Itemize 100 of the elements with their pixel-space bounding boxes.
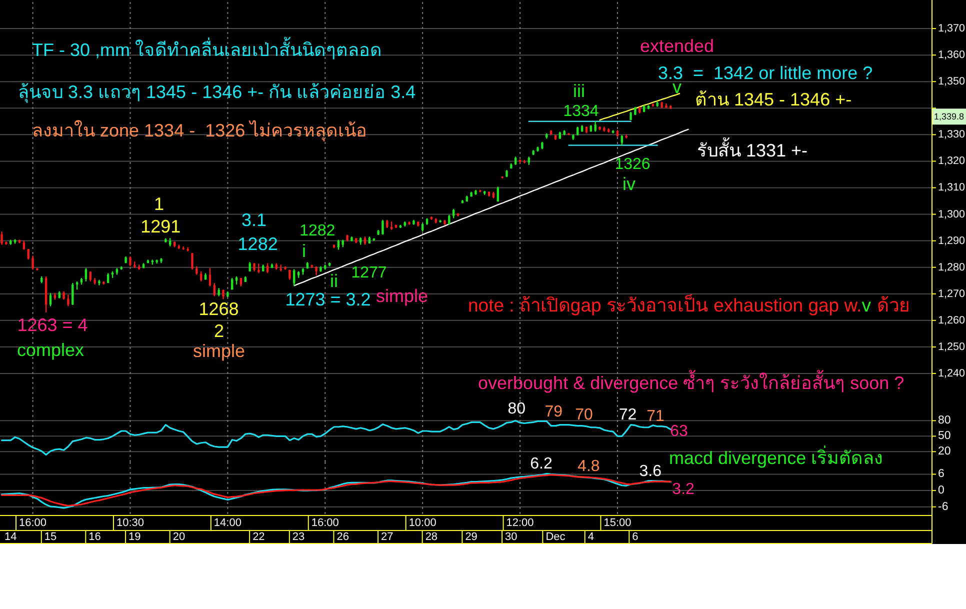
y-tick-label: 1,250 <box>938 340 965 353</box>
y-tick-label: 6 <box>938 468 944 480</box>
annotation: extended <box>640 36 714 56</box>
candlestick <box>337 239 340 250</box>
x-tick-label: 10:00 <box>408 517 436 529</box>
x-tick-label: 22 <box>252 531 265 543</box>
x-tick-label: 16 <box>88 531 101 543</box>
candlestick <box>280 264 282 272</box>
candlestick <box>293 268 296 287</box>
annotation: 1273 = 3.2 <box>285 290 371 310</box>
x-tick-label: 29 <box>465 531 478 543</box>
candlestick <box>191 252 194 270</box>
y-tick-label: 1,360 <box>938 49 965 62</box>
annotation: 1326 <box>614 156 650 173</box>
annotation: 1282 <box>238 234 278 254</box>
annotation: 1282 <box>300 222 336 240</box>
candlestick <box>222 289 224 300</box>
x-tick-label: Dec <box>546 531 566 543</box>
annotation: 1277 <box>351 264 387 282</box>
annotation: complex <box>17 340 84 360</box>
y-tick-label: 1,290 <box>938 234 965 247</box>
candlestick <box>89 270 92 282</box>
y-tick-label: 1,320 <box>938 155 965 168</box>
candlestick <box>452 208 455 219</box>
annotation: 1 <box>154 194 164 214</box>
x-tick-label: 30 <box>505 531 518 543</box>
y-tick-label: 0 <box>938 484 944 497</box>
annotation: 1263 = 4 <box>17 315 88 335</box>
candlestick <box>315 266 318 276</box>
annotation: 3.6 <box>639 462 662 480</box>
y-tick-label: 1,270 <box>938 288 965 300</box>
annotation: 71 <box>646 408 665 426</box>
annotation: 4.8 <box>578 458 600 475</box>
annotation: iv <box>622 174 636 194</box>
annotation: 3.1 <box>241 210 267 230</box>
y-tick-label: 1,300 <box>938 208 965 220</box>
line-series <box>599 92 680 121</box>
candlestick <box>200 270 202 282</box>
line-series <box>0 420 672 456</box>
y-tick-label: 1,260 <box>938 314 965 326</box>
y-tick-label: 1,240 <box>938 367 965 380</box>
x-tick-label: 4 <box>588 531 594 543</box>
annotation: ลุ้นจบ 3.3 แถวๆ 1345 - 1346 +- กัน แล้วค่อยย่อ 3.4 <box>18 82 416 103</box>
x-tick-label: 16:00 <box>311 517 339 529</box>
annotation: 80 <box>508 400 526 418</box>
candlestick <box>27 248 30 260</box>
annotation: TF - 30 ,mm ใจดีทำคลื่นเลยเป่าสั้นนิดๆตลอด <box>32 37 382 60</box>
y-tick-label: 1,370 <box>938 22 965 35</box>
y-tick-label: 1,310 <box>938 182 965 194</box>
candlestick <box>186 246 189 252</box>
x-tick-label: 19 <box>128 531 141 543</box>
y-tick-label: 1,280 <box>938 261 965 274</box>
y-tick-label: -6 <box>938 500 948 513</box>
candlestick <box>288 269 291 280</box>
annotation: 3.2 <box>672 481 695 498</box>
x-tick-label: 14:00 <box>214 517 242 529</box>
candlestick <box>22 240 26 250</box>
candlestick <box>382 219 384 236</box>
annotation: simple <box>376 286 428 306</box>
annotation: 72 <box>618 406 637 424</box>
x-tick-label: 12:00 <box>506 517 534 529</box>
y-tick-label: 1,350 <box>938 76 965 88</box>
annotation: 79 <box>544 404 563 421</box>
x-tick-label: 23 <box>292 531 305 543</box>
y-tick-label: 80 <box>938 414 951 427</box>
candlestick <box>594 120 596 132</box>
annotation: 3.3 = 1342 or little more ? <box>658 63 873 83</box>
text: 1,339.8 <box>934 112 964 122</box>
annotation: 1291 <box>140 216 181 237</box>
annotation: ลงมาใน zone 1334 - 1326 ไม่ควรหลุดเน้อ <box>32 120 368 142</box>
annotation: 1334 <box>563 103 599 120</box>
candlestick <box>67 294 70 307</box>
candlestick <box>620 134 624 146</box>
candlestick <box>72 282 74 306</box>
annotation: macd divergence เริ่มตัดลง <box>669 445 884 468</box>
x-tick-label: 15 <box>44 531 57 543</box>
x-tick-label: 27 <box>381 531 394 543</box>
annotation: ต้าน 1345 - 1346 +- <box>695 90 852 110</box>
x-tick-label: 26 <box>336 531 349 543</box>
x-tick-label: 28 <box>425 531 438 543</box>
candlestick <box>258 263 260 274</box>
y-tick-label: 20 <box>938 446 951 458</box>
candlestick <box>266 262 269 274</box>
x-tick-label: 10:30 <box>116 517 144 529</box>
y-tick-label: 1,330 <box>938 128 965 141</box>
candlestick <box>0 230 3 246</box>
candlestick <box>248 261 251 272</box>
candlestick <box>448 214 450 226</box>
annotation: ii <box>330 271 338 291</box>
candlestick <box>106 272 110 284</box>
candlestick <box>84 268 88 282</box>
annotation: simple <box>193 341 246 361</box>
annotation: overbought & divergence ซ้ำๆ ระวังใกล้ย่อสั้นๆ soon ? <box>478 370 904 393</box>
x-tick-label: 15:00 <box>604 517 632 529</box>
candlestick <box>32 255 34 270</box>
annotation: รับสั้น 1331 +- <box>697 138 808 160</box>
annotation: v <box>862 294 872 316</box>
x-tick-label: 6 <box>632 531 638 543</box>
annotation: 63 <box>670 423 688 440</box>
x-tick-label: 16:00 <box>19 517 47 529</box>
